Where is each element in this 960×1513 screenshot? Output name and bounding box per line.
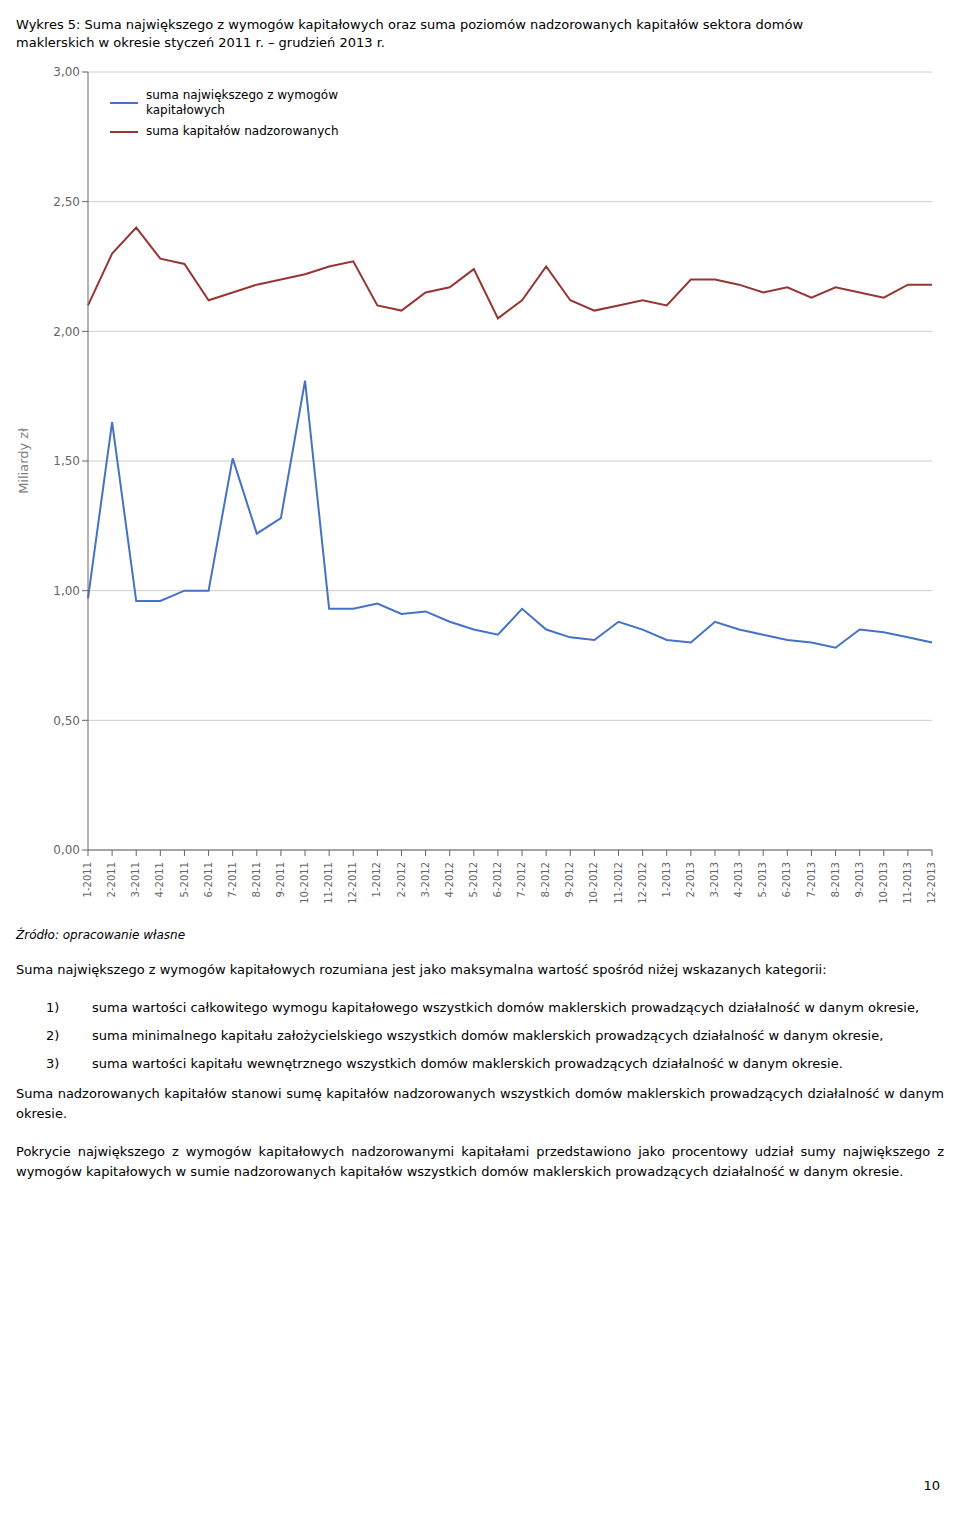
svg-text:12-2011: 12-2011 <box>347 862 358 904</box>
svg-text:12-2013: 12-2013 <box>926 862 937 904</box>
svg-text:10-2012: 10-2012 <box>589 862 600 904</box>
html-text:suma kapitałów nadzorowanych: suma kapitałów nadzorowanych <box>146 124 339 138</box>
html-text:suma wartości kapitału wewnętr: suma wartości kapitału wewnętrznego wszy… <box>92 1056 843 1071</box>
svg-text:11-2012: 11-2012 <box>613 862 624 904</box>
html-text:suma minimalnego kapitału zało: suma minimalnego kapitału założycielskie… <box>92 1028 884 1043</box>
svg-text:9-2012: 9-2012 <box>564 862 575 897</box>
svg-text:7-2012: 7-2012 <box>516 862 527 897</box>
html-text:suma wartości całkowitego wymo: suma wartości całkowitego wymogu kapitał… <box>92 1000 920 1015</box>
html-text:2): 2) <box>46 1028 60 1043</box>
svg-text:4-2012: 4-2012 <box>444 862 455 897</box>
svg-text:2-2011: 2-2011 <box>106 862 117 897</box>
svg-text:4-2011: 4-2011 <box>154 862 165 897</box>
svg-text:8-2012: 8-2012 <box>540 862 551 897</box>
svg-text:6-2013: 6-2013 <box>781 862 792 897</box>
svg-text:4-2013: 4-2013 <box>733 862 744 897</box>
svg-text:Miliardy zł: Miliardy zł <box>16 428 31 494</box>
svg-text:7-2011: 7-2011 <box>227 862 238 897</box>
svg-text:7-2013: 7-2013 <box>806 862 817 897</box>
svg-text:1,50: 1,50 <box>53 454 80 468</box>
svg-text:11-2011: 11-2011 <box>323 862 334 904</box>
svg-text:6-2011: 6-2011 <box>203 862 214 897</box>
svg-text:8-2013: 8-2013 <box>830 862 841 897</box>
svg-text:0,00: 0,00 <box>53 843 80 857</box>
svg-text:2-2012: 2-2012 <box>396 862 407 897</box>
svg-text:2,50: 2,50 <box>53 195 80 209</box>
html-text:Suma nadzorowanych kapitałów s: Suma nadzorowanych kapitałów stanowi sum… <box>16 1086 944 1121</box>
svg-text:2,00: 2,00 <box>53 325 80 339</box>
svg-text:5-2011: 5-2011 <box>179 862 190 897</box>
svg-text:1-2011: 1-2011 <box>82 862 93 897</box>
svg-text:12-2012: 12-2012 <box>637 862 648 904</box>
svg-text:9-2011: 9-2011 <box>275 862 286 897</box>
svg-text:0,50: 0,50 <box>53 714 80 728</box>
html-text:10: 10 <box>923 1478 940 1493</box>
html-text:1): 1) <box>46 1000 60 1015</box>
svg-text:5-2012: 5-2012 <box>468 862 479 897</box>
svg-text:10-2013: 10-2013 <box>878 862 889 904</box>
svg-text:11-2013: 11-2013 <box>902 862 913 904</box>
svg-text:1-2012: 1-2012 <box>371 862 382 897</box>
html-text:Suma największego z wymogów ka: Suma największego z wymogów kapitałowych… <box>16 962 827 977</box>
svg-text:5-2013: 5-2013 <box>757 862 768 897</box>
html-text:Pokrycie największego z wymogó: Pokrycie największego z wymogów kapitało… <box>16 1144 944 1179</box>
svg-text:8-2011: 8-2011 <box>251 862 262 897</box>
svg-text:1,00: 1,00 <box>53 584 80 598</box>
svg-text:9-2013: 9-2013 <box>854 862 865 897</box>
svg-text:3-2011: 3-2011 <box>130 862 141 897</box>
html-text:suma największego z wymogów ka: suma największego z wymogów kapitałowych <box>146 88 338 117</box>
svg-text:1-2013: 1-2013 <box>661 862 672 897</box>
html-text:Źródło: opracowanie własne: Źródło: opracowanie własne <box>16 928 186 942</box>
svg-text:3,00: 3,00 <box>53 65 80 79</box>
svg-text:10-2011: 10-2011 <box>299 862 310 904</box>
svg-text:3-2013: 3-2013 <box>709 862 720 897</box>
svg-text:6-2012: 6-2012 <box>492 862 503 897</box>
svg-text:3-2012: 3-2012 <box>420 862 431 897</box>
html-text:3): 3) <box>46 1056 60 1071</box>
html-text:Wykres 5: Suma największego z: Wykres 5: Suma największego z wymogów ka… <box>16 17 803 50</box>
svg-text:2-2013: 2-2013 <box>685 862 696 897</box>
